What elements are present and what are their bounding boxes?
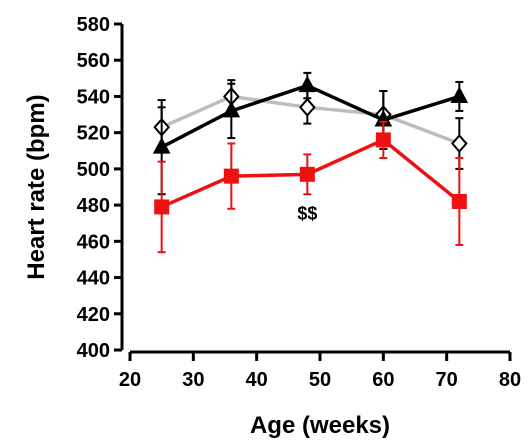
y-tick-label: 420 [77, 304, 110, 326]
data-point-triangle [298, 75, 317, 93]
y-tick-label: 400 [77, 340, 110, 362]
y-tick-label: 520 [77, 123, 110, 145]
data-point-square [299, 166, 315, 182]
x-axis-title: Age (weeks) [250, 412, 390, 439]
axes: 400 420 440 460 480 500 520 540 560 580 20 30 40 50 60… [77, 14, 522, 391]
data-point-square [451, 193, 467, 209]
y-tick-label: 540 [77, 86, 110, 108]
data-point-diamond [299, 97, 316, 117]
x-tick-label: 20 [119, 369, 141, 391]
annotation-label: $$ [297, 204, 317, 224]
data-point-square [154, 199, 170, 215]
x-tick-label: 70 [436, 369, 458, 391]
annotations: $$ [297, 204, 317, 224]
x-tick-label: 40 [246, 369, 268, 391]
y-tick-label: 440 [77, 268, 110, 290]
x-tick-label: 80 [499, 369, 521, 391]
y-axis-title: Heart rate (bpm) [23, 94, 50, 279]
y-tick-label: 460 [77, 231, 110, 253]
series-2 [154, 120, 467, 254]
y-tick-label: 500 [77, 159, 110, 181]
y-tick-label: 560 [77, 50, 110, 72]
data-point-diamond [451, 134, 468, 154]
series-line [160, 83, 460, 149]
x-tick-label: 50 [309, 369, 331, 391]
series-layer [152, 71, 469, 254]
data-point-square [375, 132, 391, 148]
y-tick-label: 480 [77, 195, 110, 217]
x-tick-label: 60 [372, 369, 394, 391]
data-point-triangle [222, 100, 241, 118]
x-tick-label: 30 [182, 369, 204, 391]
data-point-triangle [450, 86, 469, 103]
y-tick-label: 580 [77, 14, 110, 36]
data-point-square [223, 168, 239, 184]
data-point-triangle [152, 137, 171, 154]
series-1 [152, 71, 469, 196]
